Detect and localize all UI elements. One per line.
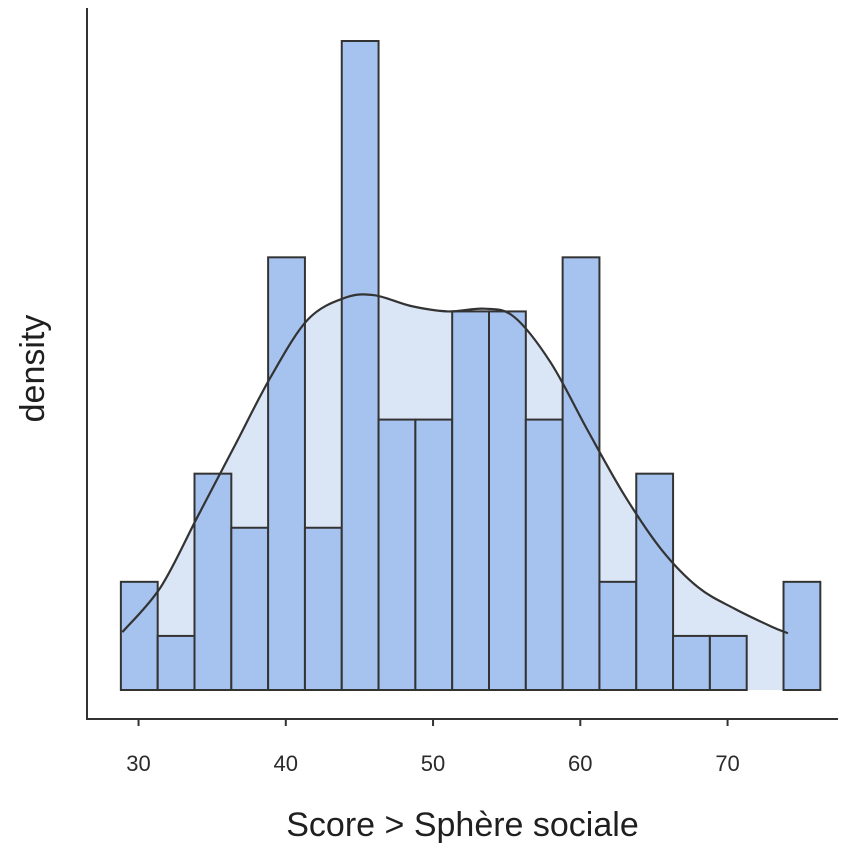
histogram-bar (340, 40, 380, 691)
histogram-bar (524, 418, 564, 691)
histogram-bar (230, 526, 270, 691)
x-tick-label: 40 (274, 751, 298, 776)
histogram-bar (451, 310, 491, 691)
histogram-bar (303, 526, 343, 691)
histogram-bar (635, 472, 675, 692)
y-axis-title: density (14, 315, 52, 423)
labels-layer: Score > Sphère sociale density 30 40 50 60 7… (14, 315, 740, 844)
histogram-bar (119, 580, 159, 692)
histogram-bar (267, 256, 306, 691)
histogram-bar (672, 634, 711, 691)
histogram-bar (598, 580, 638, 692)
histogram-bar (414, 418, 454, 691)
histogram-bar (782, 580, 822, 692)
histogram-bar (561, 256, 601, 691)
density-curve (121, 293, 789, 635)
x-tick-label: 60 (568, 751, 592, 776)
bars-layer (119, 40, 822, 692)
curve-layer (121, 293, 789, 635)
histogram-bar (708, 634, 748, 691)
histogram-bar (156, 634, 196, 691)
x-tick-label: 30 (126, 751, 150, 776)
axes-layer (86, 8, 838, 726)
x-tick-label: 50 (421, 751, 445, 776)
histogram-bar (488, 310, 527, 691)
histogram-bar (193, 472, 233, 692)
x-axis-title: Score > Sphère sociale (286, 806, 638, 844)
x-tick-label: 70 (715, 751, 739, 776)
histogram-bar (377, 418, 417, 691)
